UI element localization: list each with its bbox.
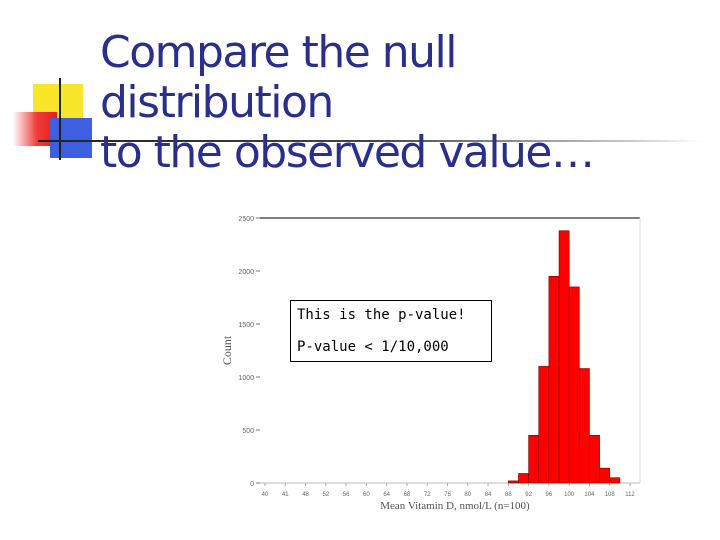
histogram-bar (518, 473, 529, 484)
x-tick-label: 112 (625, 492, 635, 498)
x-tick-label: 84 (485, 492, 492, 498)
histogram-chart: 0 500 1000 1500 2000 2500 40 41 48 52 56 60 64 68 72 76… (220, 216, 641, 512)
title-underline (38, 140, 702, 142)
histogram-bar (528, 435, 540, 484)
histogram-bar (508, 480, 519, 484)
x-tick-label: 48 (302, 492, 309, 498)
chart-bars (508, 230, 621, 484)
y-tick-label: 0 (250, 481, 254, 488)
decor-vertical-line (59, 78, 61, 160)
y-tick-label: 1500 (238, 322, 254, 329)
histogram-bar (558, 230, 570, 484)
y-tick-label: 500 (242, 428, 254, 435)
x-tick-label: 104 (584, 492, 595, 498)
histogram-bar (538, 366, 550, 484)
histogram-bar (609, 477, 621, 484)
x-tick-label: 68 (404, 492, 411, 498)
x-tick-label: 72 (424, 492, 431, 498)
x-tick-label: 88 (505, 492, 512, 498)
x-tick-label: 108 (605, 492, 616, 498)
chart-axes (256, 217, 641, 486)
decor-blue-square (50, 118, 92, 158)
x-axis-title: Mean Vitamin D, nmol/L (n=100) (380, 500, 530, 512)
histogram-bar (579, 368, 590, 484)
histogram-bar (548, 276, 560, 484)
histogram-bar (589, 435, 600, 484)
x-tick-label: 100 (564, 492, 575, 498)
x-tick-label: 64 (383, 492, 390, 498)
y-tick-label: 2500 (238, 216, 254, 223)
slide-title-line-2: to the observed value… (100, 127, 595, 178)
x-tick-label: 40 (262, 492, 269, 498)
x-tick-label: 76 (444, 492, 451, 498)
y-tick-label: 2000 (238, 269, 254, 276)
y-tick-label: 1000 (238, 375, 254, 382)
x-tick-label: 96 (546, 492, 553, 498)
p-value-callout: This is the p-value! P-value < 1/10,000 (290, 300, 492, 362)
x-tick-label: 80 (464, 492, 471, 498)
callout-line-2: P-value < 1/10,000 (297, 339, 449, 355)
x-tick-label: 56 (343, 492, 350, 498)
x-tick-label: 52 (322, 492, 329, 498)
slide-title: Compare the null distribution to the obs… (100, 28, 700, 178)
x-tick-label: 41 (282, 492, 289, 498)
x-tick-label: 92 (525, 492, 532, 498)
callout-line-1: This is the p-value! (297, 307, 466, 323)
histogram-bar (599, 467, 611, 484)
slide-title-line-1: Compare the null distribution (100, 27, 458, 128)
histogram-bar (568, 286, 580, 484)
y-axis-title: Count (220, 335, 234, 365)
chart-labels: 0 500 1000 1500 2000 2500 40 41 48 52 56 60 64 68 72 76… (220, 216, 635, 512)
x-tick-label: 60 (363, 492, 370, 498)
